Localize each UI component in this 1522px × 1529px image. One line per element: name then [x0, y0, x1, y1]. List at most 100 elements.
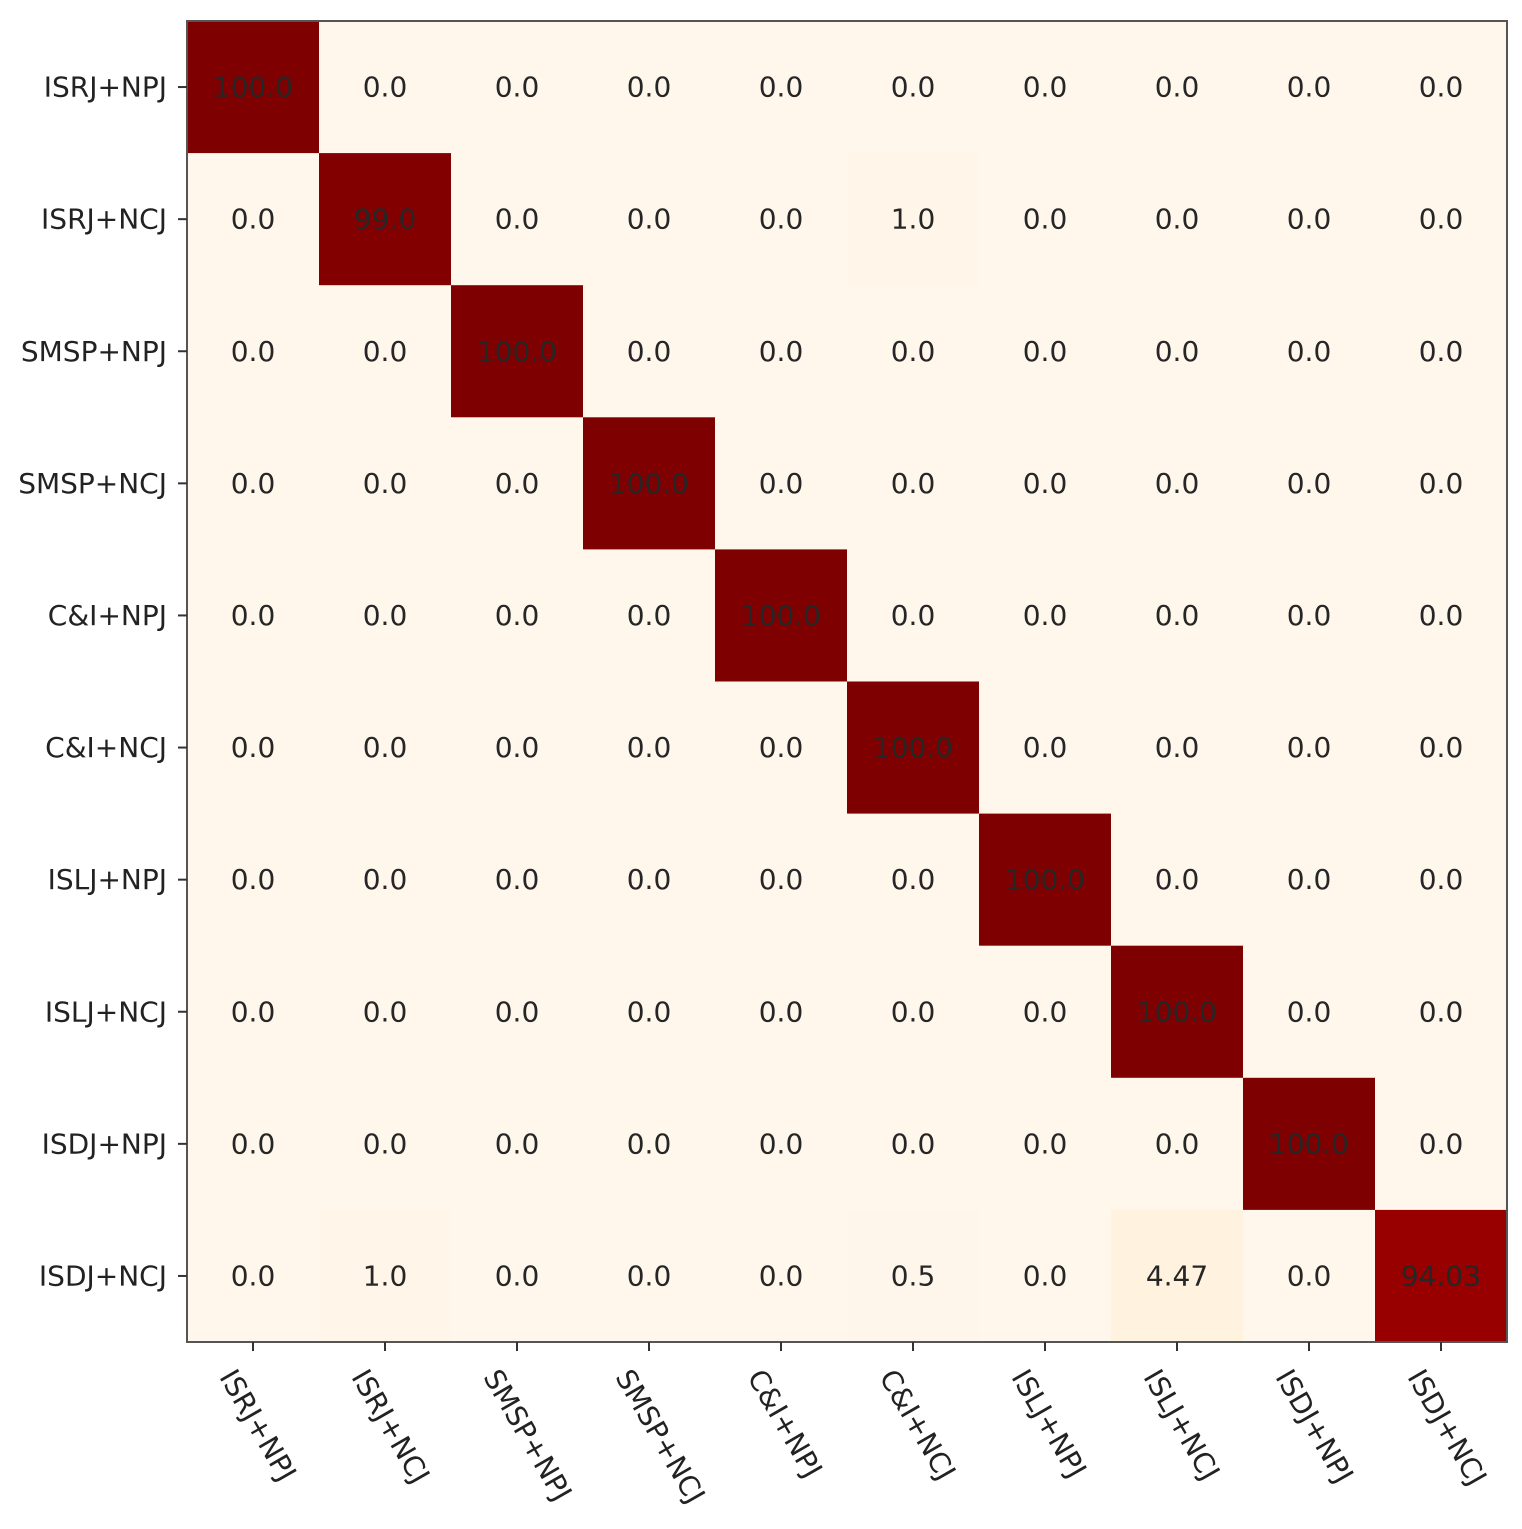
cell-value-label: 0.0: [1023, 599, 1068, 632]
y-tick-label: C&I+NPJ: [48, 599, 167, 632]
x-tick-label: ISDJ+NCJ: [1401, 1364, 1494, 1491]
cell-value-label: 0.0: [1155, 1127, 1200, 1160]
heatmap-cell: [187, 417, 320, 550]
cell-value-label: 0.0: [1023, 203, 1068, 236]
x-tick-label: ISRJ+NPJ: [213, 1364, 303, 1487]
heatmap-cell: [1111, 1077, 1244, 1211]
cell-value-label: 0.0: [363, 71, 408, 104]
heatmap-cell: [1375, 153, 1508, 286]
heatmap-cell: [979, 1209, 1112, 1343]
heatmap-cell: [847, 21, 980, 154]
heatmap-cell: [1243, 21, 1376, 154]
cell-value-label: 0.0: [891, 863, 936, 896]
cell-value-label: 0.0: [1419, 731, 1464, 764]
y-tick-label: ISRJ+NCJ: [41, 203, 167, 236]
heatmap-cell: [583, 21, 716, 154]
cell-value-label: 0.0: [1155, 203, 1200, 236]
heatmap-cell: [187, 813, 320, 947]
heatmap-cell: [187, 549, 320, 682]
heatmap-cell: [187, 285, 320, 418]
heatmap-cell: [847, 1077, 980, 1211]
heatmap-cell: [319, 1209, 452, 1343]
cell-value-label: 0.0: [231, 731, 276, 764]
heatmap-cell: [715, 945, 848, 1079]
heatmap-cell: [319, 549, 452, 682]
cell-value-label: 0.0: [759, 335, 804, 368]
heatmap-cell: [583, 549, 716, 682]
heatmap-cell: [451, 813, 584, 947]
cell-value-label: 0.0: [891, 335, 936, 368]
cell-value-label: 0.0: [231, 863, 276, 896]
cell-value-label: 0.0: [1419, 1127, 1464, 1160]
cell-value-label: 0.0: [1419, 467, 1464, 500]
cell-value-label: 0.0: [1419, 863, 1464, 896]
cell-value-label: 100.0: [1137, 995, 1217, 1028]
heatmap-cell: [451, 153, 584, 286]
heatmap-cell: [583, 1077, 716, 1211]
heatmap-cell: [1243, 285, 1376, 418]
heatmap-cell: [847, 153, 980, 286]
cell-value-label: 100.0: [741, 599, 821, 632]
heatmap-cell-labels: 100.0 0.0 0.0 0.0 0.0 0.0 0.0 0.0 0.0 0.0 0.0 99.0 0…: [213, 71, 1481, 1293]
heatmap-cell: [1243, 153, 1376, 286]
x-tick-label: C&I+NPJ: [741, 1364, 829, 1484]
heatmap-cell: [187, 945, 320, 1079]
cell-value-label: 0.0: [231, 335, 276, 368]
cell-value-label: 0.0: [231, 1127, 276, 1160]
cell-value-label: 0.0: [759, 1127, 804, 1160]
cell-value-label: 0.0: [231, 1259, 276, 1292]
heatmap-cell: [1375, 549, 1508, 682]
cell-value-label: 0.0: [627, 1259, 672, 1292]
heatmap-cell: [583, 417, 716, 550]
cell-value-label: 100.0: [213, 71, 293, 104]
cell-value-label: 0.0: [231, 203, 276, 236]
heatmap-cell: [715, 813, 848, 947]
cell-value-label: 0.0: [363, 1127, 408, 1160]
cell-value-label: 0.0: [759, 731, 804, 764]
cell-value-label: 0.0: [1419, 599, 1464, 632]
cell-value-label: 0.0: [759, 203, 804, 236]
cell-value-label: 0.0: [495, 1127, 540, 1160]
cell-value-label: 1.0: [363, 1259, 408, 1292]
x-tick-label: ISLJ+NPJ: [1005, 1364, 1093, 1484]
heatmap-cells: [187, 21, 1508, 1343]
heatmap-cell: [1375, 681, 1508, 815]
heatmap-cell: [187, 1077, 320, 1211]
heatmap-cell: [979, 813, 1112, 947]
heatmap-cell: [583, 153, 716, 286]
heatmap-cell: [1111, 813, 1244, 947]
cell-value-label: 0.0: [363, 863, 408, 896]
cell-value-label: 0.0: [1287, 335, 1332, 368]
heatmap-cell: [319, 153, 452, 286]
heatmap-cell: [1243, 945, 1376, 1079]
heatmap-cell: [451, 21, 584, 154]
cell-value-label: 0.0: [1155, 731, 1200, 764]
x-tick-label: SMSP+NPJ: [477, 1364, 579, 1507]
cell-value-label: 100.0: [609, 467, 689, 500]
cell-value-label: 0.0: [759, 1259, 804, 1292]
heatmap-cell: [319, 21, 452, 154]
heatmap-cell: [1243, 549, 1376, 682]
heatmap-cell: [847, 1209, 980, 1343]
cell-value-label: 1.0: [891, 203, 936, 236]
cell-value-label: 0.0: [1287, 995, 1332, 1028]
cell-value-label: 0.0: [1023, 1259, 1068, 1292]
heatmap-cell: [1111, 21, 1244, 154]
cell-value-label: 0.0: [759, 995, 804, 1028]
cell-value-label: 0.0: [891, 467, 936, 500]
heatmap-cell: [187, 153, 320, 286]
heatmap-cell: [847, 285, 980, 418]
heatmap-cell: [583, 813, 716, 947]
y-tick-label: ISLJ+NCJ: [45, 995, 167, 1028]
y-tick-label: SMSP+NPJ: [21, 335, 167, 368]
heatmap-cell: [451, 1077, 584, 1211]
heatmap-cell: [1111, 285, 1244, 418]
cell-value-label: 0.0: [1155, 71, 1200, 104]
heatmap-cell: [583, 681, 716, 815]
heatmap-cell: [1375, 1077, 1508, 1211]
cell-value-label: 0.0: [1419, 71, 1464, 104]
cell-value-label: 0.0: [495, 71, 540, 104]
heatmap-cell: [187, 21, 320, 154]
plot-frame: [186, 20, 1508, 1343]
